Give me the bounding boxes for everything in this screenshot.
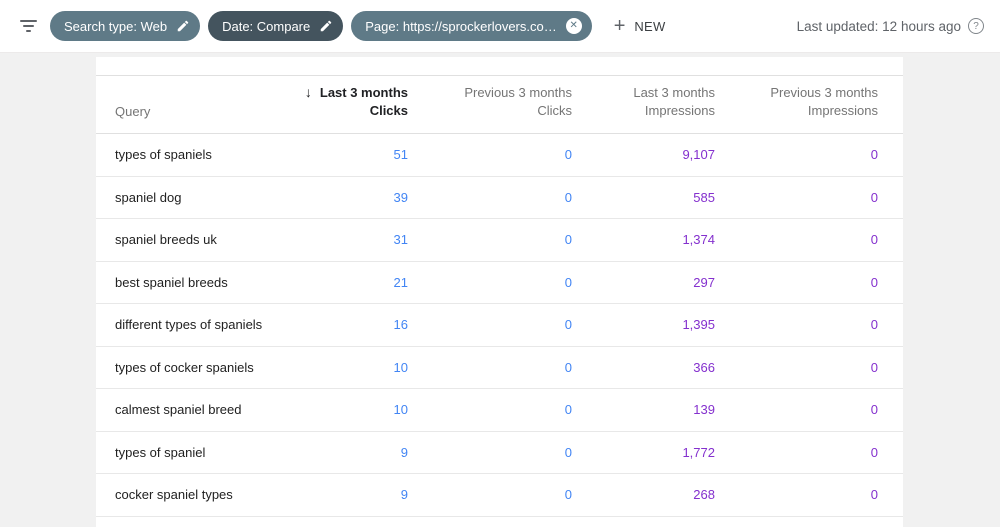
- card-top-strip: [96, 57, 903, 76]
- plus-icon: +: [613, 15, 626, 37]
- clicks-last-cell: 10: [393, 359, 408, 375]
- table-row[interactable]: types of spaniel 9 0 1,772 0: [96, 431, 903, 474]
- clicks-prev-cell: 0: [564, 487, 572, 503]
- header-line1: Last 3 months: [319, 85, 408, 100]
- clicks-last-cell: 16: [393, 317, 408, 333]
- clicks-prev-cell: 0: [564, 317, 572, 333]
- table-row[interactable]: calmest spaniel breed 10 0 139 0: [96, 389, 903, 432]
- new-button-label: NEW: [634, 18, 666, 34]
- table-header-row: Query ↓ Last 3 months Clicks Previous 3 m…: [96, 76, 903, 134]
- header-line2: Impressions: [644, 103, 715, 118]
- clicks-prev-cell: 0: [564, 444, 572, 460]
- impressions-last-cell: 268: [693, 487, 715, 503]
- impressions-last-cell: 585: [693, 189, 715, 205]
- query-cell[interactable]: types of spaniel: [115, 444, 206, 460]
- clicks-last-cell: 21: [393, 274, 408, 290]
- impressions-last-cell: 1,395: [682, 317, 715, 333]
- chip-search-type-label: Search type: Web: [64, 18, 168, 34]
- clicks-last-cell: 39: [393, 189, 408, 205]
- clicks-last-cell: 10: [393, 402, 408, 418]
- new-filter-button[interactable]: + NEW: [614, 16, 666, 36]
- clicks-last-cell: 9: [400, 487, 408, 503]
- impressions-prev-cell: 0: [870, 487, 878, 503]
- impressions-prev-cell: 0: [870, 189, 878, 205]
- clicks-prev-cell: 0: [564, 274, 572, 290]
- header-line2: Clicks: [537, 103, 572, 118]
- clicks-prev-cell: 0: [564, 359, 572, 375]
- query-cell[interactable]: cocker spaniel types: [115, 487, 233, 503]
- impressions-last-cell: 366: [693, 359, 715, 375]
- table-row[interactable]: spaniel dog 39 0 585 0: [96, 176, 903, 219]
- clicks-last-cell: 9: [400, 444, 408, 460]
- impressions-last-cell: 1,772: [682, 444, 715, 460]
- column-header-previous-3-months-impressions[interactable]: Previous 3 months Impressions: [715, 84, 878, 120]
- impressions-last-cell: 139: [693, 402, 715, 418]
- impressions-prev-cell: 0: [870, 274, 878, 290]
- clicks-last-cell: 31: [393, 232, 408, 248]
- column-header-last-3-months-impressions[interactable]: Last 3 months Impressions: [572, 84, 715, 120]
- query-cell[interactable]: types of cocker spaniels: [115, 359, 254, 375]
- chip-page-filter[interactable]: Page: https://sprockerlovers.co… ✕: [351, 11, 592, 41]
- query-cell[interactable]: different types of spaniels: [115, 317, 263, 333]
- query-cell[interactable]: calmest spaniel breed: [115, 402, 242, 418]
- impressions-prev-cell: 0: [870, 317, 878, 333]
- header-line2: Clicks: [369, 103, 408, 118]
- query-cell[interactable]: types of spaniels: [115, 147, 212, 163]
- help-icon[interactable]: ?: [968, 18, 984, 34]
- chip-date-label: Date: Compare: [222, 18, 311, 34]
- toolbar-right: Last updated: 12 hours ago ?: [797, 18, 984, 34]
- impressions-prev-cell: 0: [870, 444, 878, 460]
- impressions-last-cell: 1,374: [682, 232, 715, 248]
- column-header-query[interactable]: Query: [115, 104, 151, 119]
- clicks-prev-cell: 0: [564, 189, 572, 205]
- sort-desc-icon: ↓: [304, 84, 312, 100]
- impressions-prev-cell: 0: [870, 232, 878, 248]
- edit-icon[interactable]: [176, 19, 190, 33]
- filter-list-icon[interactable]: [16, 14, 40, 38]
- table-row[interactable]: best spaniel breeds 21 0 297 0: [96, 261, 903, 304]
- performance-table-card: Query ↓ Last 3 months Clicks Previous 3 m…: [96, 57, 903, 527]
- table-row[interactable]: cocker spaniel types 9 0 268 0: [96, 474, 903, 517]
- table-row[interactable]: spaniel breeds uk 31 0 1,374 0: [96, 219, 903, 262]
- column-header-last-3-months-clicks[interactable]: ↓ Last 3 months Clicks: [288, 83, 408, 120]
- impressions-prev-cell: 0: [870, 402, 878, 418]
- header-line1: Previous 3 months: [464, 85, 572, 100]
- header-line1: Last 3 months: [633, 85, 715, 100]
- impressions-last-cell: 9,107: [682, 147, 715, 163]
- chip-page-filter-label: Page: https://sprockerlovers.co…: [365, 18, 557, 34]
- table-row[interactable]: types of cocker spaniels 10 0 366 0: [96, 346, 903, 389]
- close-icon[interactable]: ✕: [565, 18, 582, 34]
- edit-icon[interactable]: [319, 19, 333, 33]
- table-row[interactable]: different types of spaniels 16 0 1,395 0: [96, 304, 903, 347]
- clicks-prev-cell: 0: [564, 147, 572, 163]
- chip-date[interactable]: Date: Compare: [208, 11, 344, 41]
- impressions-prev-cell: 0: [870, 147, 878, 163]
- clicks-prev-cell: 0: [564, 402, 572, 418]
- clicks-prev-cell: 0: [564, 232, 572, 248]
- top-toolbar: Search type: Web Date: Compare Page: htt…: [0, 0, 1000, 53]
- header-line1: Previous 3 months: [770, 85, 878, 100]
- last-updated-text: Last updated: 12 hours ago: [796, 18, 961, 34]
- impressions-last-cell: 297: [693, 274, 715, 290]
- query-cell[interactable]: spaniel breeds uk: [115, 232, 217, 248]
- clicks-last-cell: 51: [393, 147, 408, 163]
- column-header-previous-3-months-clicks[interactable]: Previous 3 months Clicks: [408, 84, 572, 120]
- query-cell[interactable]: best spaniel breeds: [115, 274, 228, 290]
- chip-search-type[interactable]: Search type: Web: [50, 11, 201, 41]
- header-line2: Impressions: [807, 103, 878, 118]
- table-row[interactable]: types of spaniels 51 0 9,107 0: [96, 134, 903, 177]
- query-cell[interactable]: spaniel dog: [115, 189, 182, 205]
- impressions-prev-cell: 0: [870, 359, 878, 375]
